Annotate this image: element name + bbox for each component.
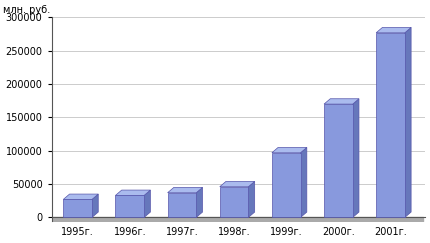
Polygon shape [115, 195, 144, 217]
Polygon shape [63, 200, 92, 217]
Polygon shape [144, 190, 150, 217]
Polygon shape [300, 148, 306, 217]
Polygon shape [167, 187, 202, 193]
Polygon shape [196, 187, 202, 217]
Polygon shape [323, 104, 352, 217]
Polygon shape [271, 148, 306, 153]
Polygon shape [63, 194, 98, 200]
Polygon shape [404, 27, 410, 217]
Polygon shape [92, 194, 98, 217]
Polygon shape [219, 181, 254, 187]
Text: млн. руб.: млн. руб. [3, 5, 50, 15]
Polygon shape [271, 153, 300, 217]
Polygon shape [323, 99, 358, 104]
Polygon shape [375, 33, 404, 217]
Polygon shape [352, 99, 358, 217]
Polygon shape [219, 187, 248, 217]
Polygon shape [167, 193, 196, 217]
Polygon shape [375, 27, 410, 33]
Polygon shape [115, 190, 150, 195]
Polygon shape [248, 181, 254, 217]
